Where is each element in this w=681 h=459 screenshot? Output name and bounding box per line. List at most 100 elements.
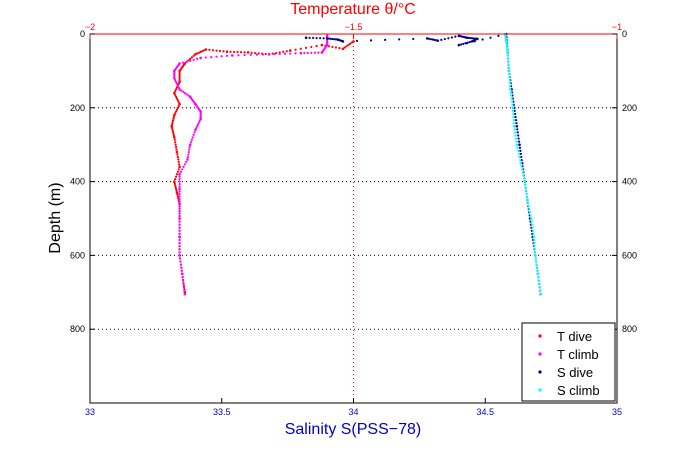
point-s-climb	[538, 286, 541, 289]
point-s-climb	[516, 146, 519, 149]
point-s-climb	[539, 292, 542, 296]
point-t-dive	[334, 46, 338, 49]
point-s-dive	[518, 143, 521, 146]
point-t-climb	[326, 42, 329, 45]
point-s-climb	[505, 42, 508, 45]
point-t-climb	[183, 91, 186, 95]
point-s-dive	[384, 38, 387, 42]
point-t-climb	[198, 119, 201, 122]
y-tick-label-right: 600	[622, 250, 637, 260]
y-tick-label-right: 0	[622, 29, 627, 39]
point-t-climb	[303, 51, 306, 55]
point-t-climb	[189, 141, 193, 144]
point-t-dive	[178, 163, 181, 166]
point-t-dive	[352, 40, 355, 43]
point-t-climb	[215, 55, 218, 58]
point-t-climb	[220, 55, 223, 58]
point-t-climb	[325, 43, 329, 47]
point-t-dive	[174, 88, 178, 91]
point-s-climb	[518, 155, 521, 159]
point-t-dive	[347, 43, 350, 47]
point-t-climb	[273, 53, 276, 56]
point-t-dive	[192, 54, 195, 57]
point-t-climb	[180, 269, 183, 272]
point-t-climb	[255, 53, 258, 56]
point-t-climb	[178, 197, 181, 200]
point-t-climb	[178, 190, 181, 193]
point-t-dive	[177, 168, 180, 171]
point-t-dive	[174, 175, 178, 178]
point-s-dive	[514, 112, 517, 116]
point-s-climb	[533, 238, 536, 242]
point-s-dive	[520, 155, 523, 159]
point-t-climb	[186, 158, 189, 161]
point-s-climb	[534, 257, 537, 260]
point-s-dive	[355, 39, 359, 42]
point-t-dive	[271, 52, 274, 55]
point-t-dive	[178, 75, 181, 78]
point-t-climb	[188, 146, 191, 149]
point-t-dive	[174, 95, 178, 98]
point-s-climb	[510, 94, 513, 97]
point-t-climb	[188, 143, 192, 146]
point-t-dive	[176, 153, 179, 156]
point-t-dive	[203, 49, 206, 52]
point-t-climb	[225, 54, 229, 57]
point-s-dive	[440, 38, 443, 41]
point-t-dive	[315, 44, 318, 48]
point-t-climb	[178, 254, 181, 257]
point-s-climb	[536, 272, 540, 276]
point-s-climb	[537, 279, 540, 282]
point-t-climb	[181, 168, 184, 171]
point-s-dive	[465, 42, 468, 45]
point-t-dive	[178, 77, 181, 80]
point-t-dive	[215, 49, 218, 52]
point-s-dive	[447, 37, 450, 40]
point-s-dive	[331, 37, 334, 41]
point-s-climb	[506, 51, 509, 54]
point-t-climb	[178, 178, 181, 181]
point-s-climb	[506, 57, 510, 60]
point-t-climb	[178, 223, 181, 226]
point-s-dive	[462, 42, 465, 45]
point-t-climb	[210, 56, 213, 59]
point-t-dive	[211, 49, 215, 52]
point-s-dive	[311, 36, 315, 40]
point-t-dive	[174, 112, 177, 115]
point-t-climb	[178, 217, 181, 220]
point-s-climb	[508, 75, 511, 79]
point-t-climb	[230, 54, 234, 57]
point-t-climb	[299, 51, 303, 55]
point-t-dive	[257, 52, 260, 55]
point-s-climb	[514, 131, 517, 134]
point-t-climb	[185, 60, 188, 63]
point-s-climb	[533, 251, 537, 254]
point-t-climb	[182, 165, 185, 168]
point-t-climb	[178, 175, 181, 178]
point-s-dive	[412, 37, 415, 41]
point-t-dive	[250, 51, 253, 54]
point-t-dive	[175, 148, 178, 151]
bottom-axis-title: Salinity S(PSS−78)	[285, 421, 422, 438]
point-s-climb	[511, 106, 515, 110]
point-t-dive	[172, 117, 175, 120]
point-s-climb	[517, 149, 520, 152]
y-tick-label-right: 200	[622, 103, 637, 113]
point-t-climb	[178, 180, 181, 183]
point-t-climb	[178, 226, 181, 229]
point-s-dive	[469, 36, 472, 40]
point-s-climb	[511, 103, 514, 106]
point-t-climb	[313, 51, 316, 54]
point-t-climb	[188, 95, 192, 99]
point-t-climb	[204, 56, 208, 59]
point-s-climb	[530, 217, 533, 220]
point-t-dive	[174, 184, 177, 187]
point-s-dive	[329, 37, 332, 40]
point-s-dive	[429, 38, 432, 41]
point-t-dive	[294, 48, 297, 51]
point-t-dive	[176, 195, 179, 198]
point-t-dive	[173, 113, 176, 117]
point-t-dive	[174, 146, 178, 149]
point-t-climb	[183, 292, 187, 296]
